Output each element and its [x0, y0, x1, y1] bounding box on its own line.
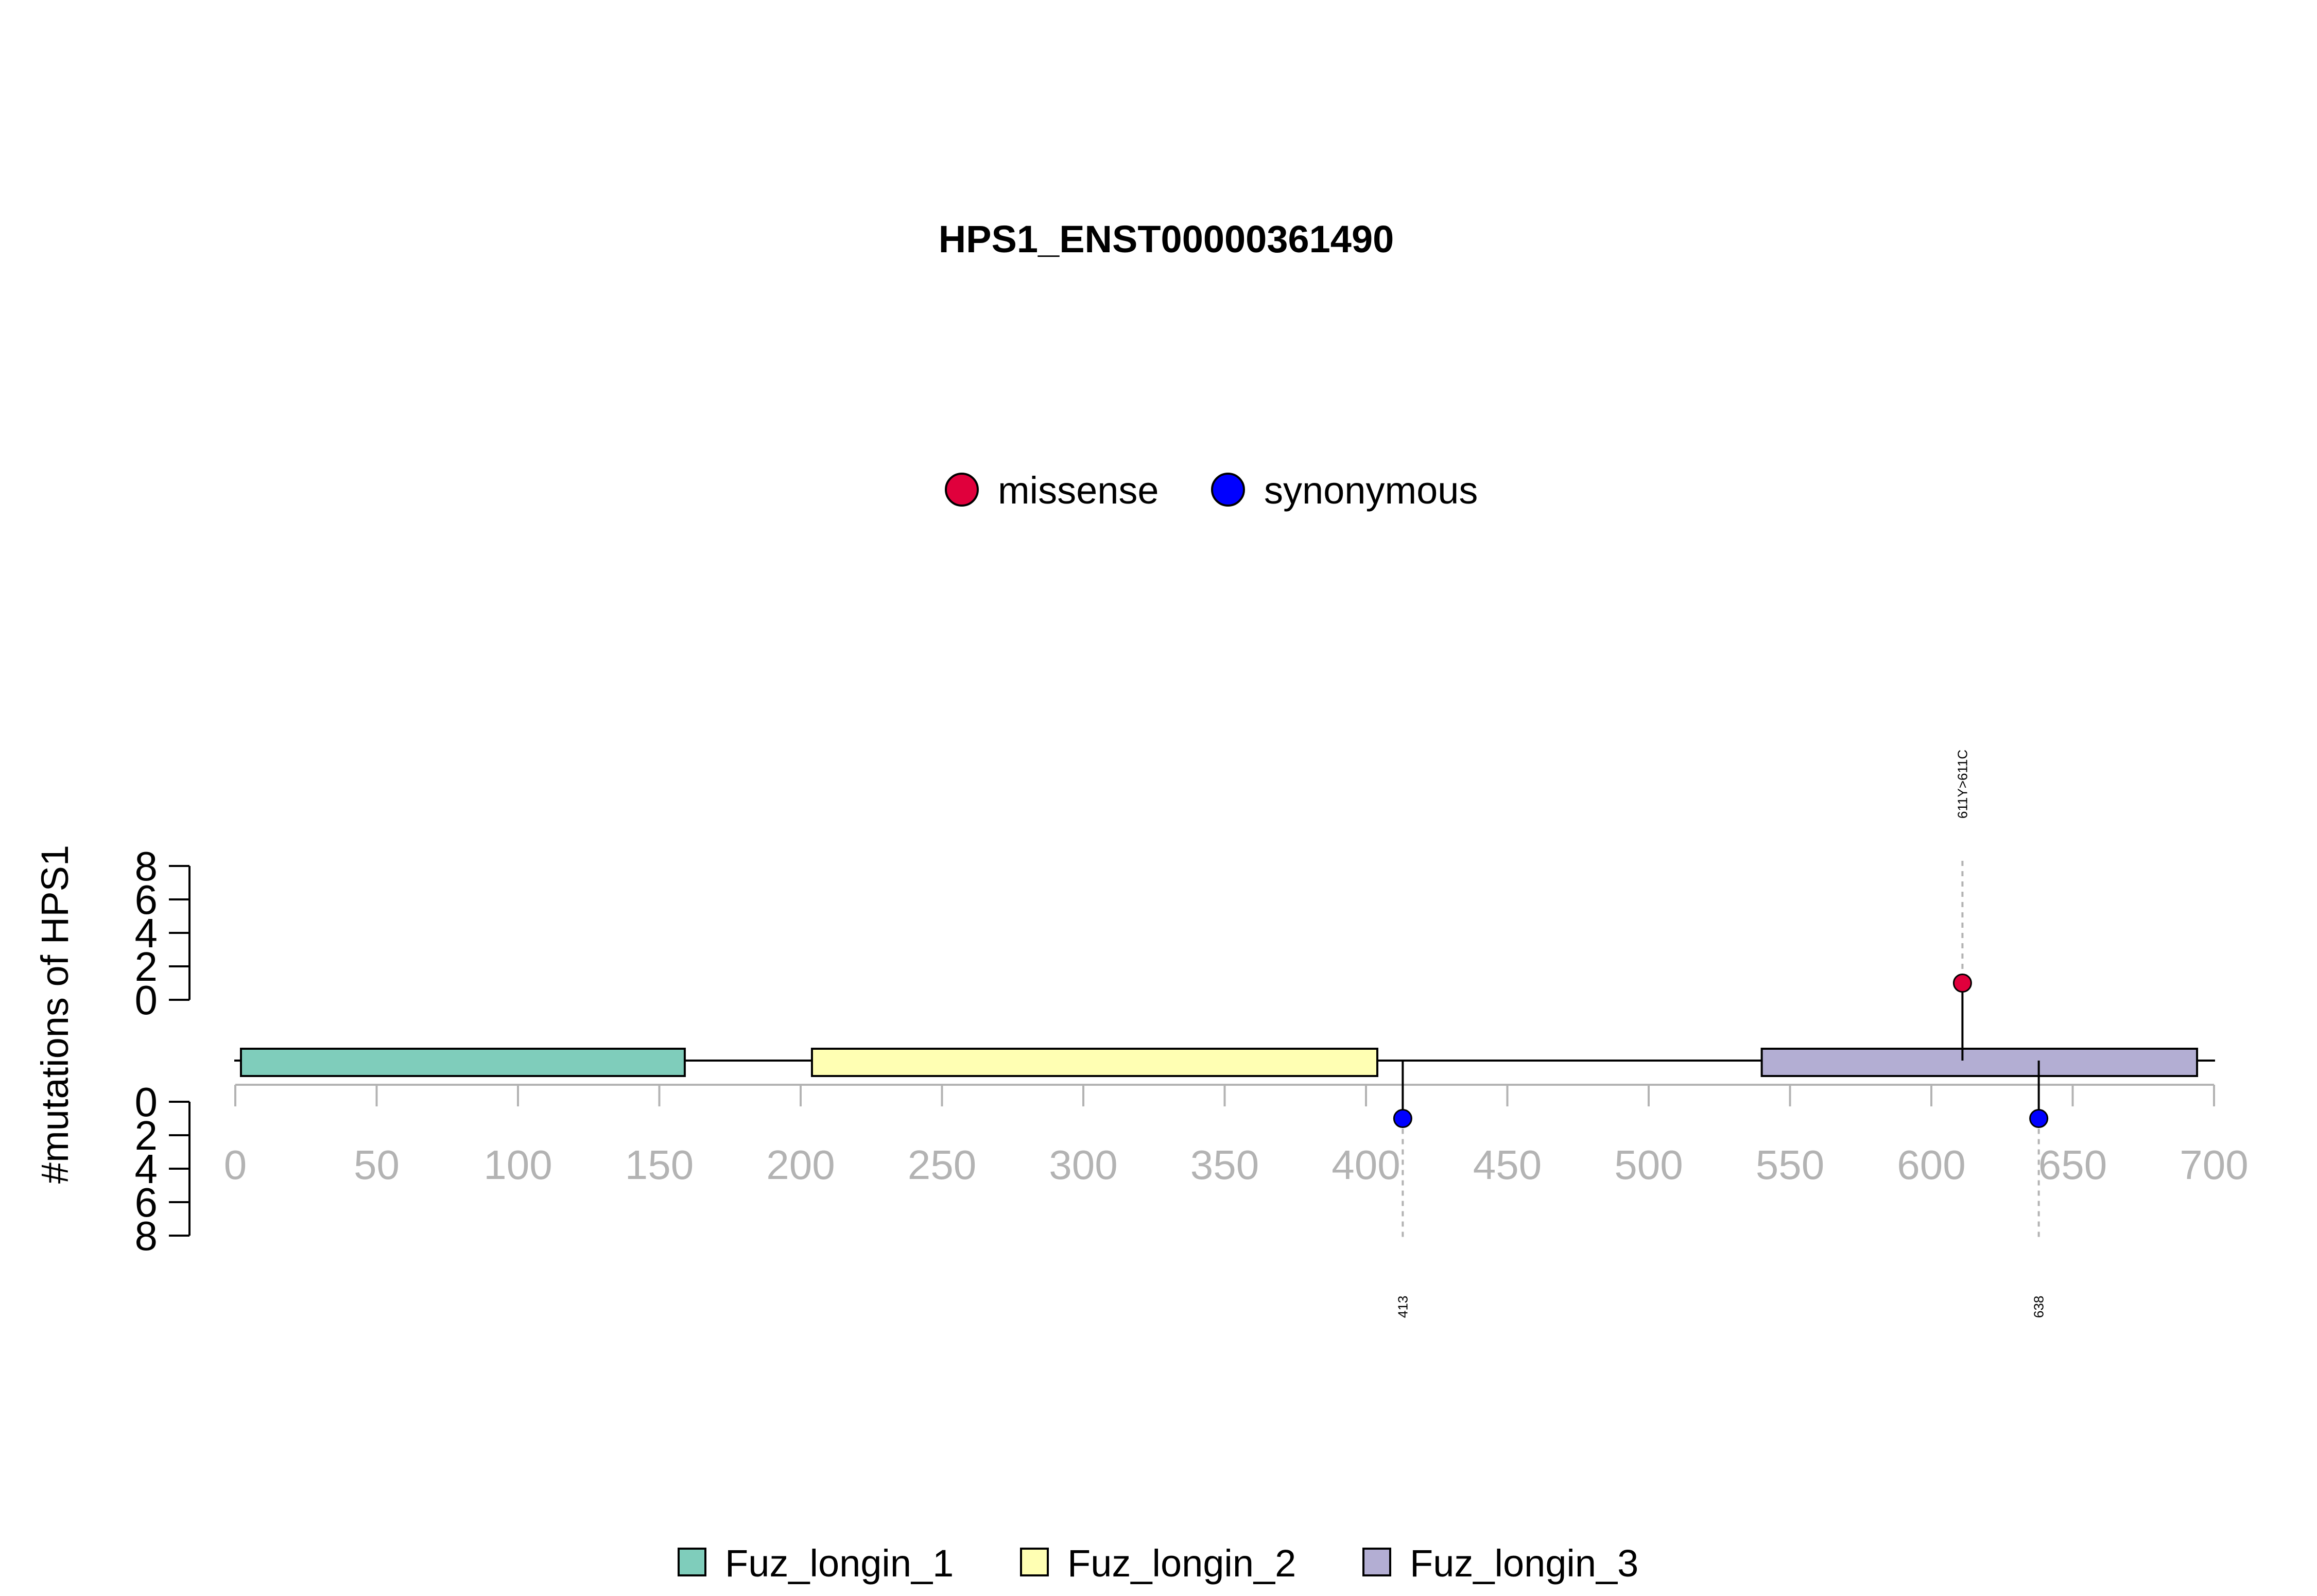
- legend-missense-marker: [945, 473, 979, 507]
- legend-domain-3-swatch: [1362, 1548, 1391, 1576]
- legend-domain-1-swatch: [678, 1548, 706, 1576]
- x-tick-label: 200: [766, 1142, 835, 1188]
- x-tick-label: 600: [1897, 1142, 1965, 1188]
- mutation-point: [1952, 974, 1972, 993]
- upper-y-tick-label: 2: [135, 944, 158, 990]
- chart-title: HPS1_ENST00000361490: [939, 218, 1394, 261]
- x-axis: 0 50 100 150 200 250 300 350 400 450 500 550 600 650 7…: [224, 1084, 2249, 1188]
- lower-y-tick-label: 6: [135, 1179, 158, 1225]
- upper-y-tick-label: 4: [135, 910, 158, 956]
- legend-synonymous-label: synonymous: [1264, 469, 1478, 512]
- mutation-label: 611Y>611C: [1955, 750, 1970, 819]
- x-tick-label: 100: [483, 1142, 552, 1188]
- legend-synonymous-marker: [1211, 473, 1245, 507]
- upper-y-tick-label: 0: [135, 977, 158, 1023]
- x-tick-label: 150: [625, 1142, 694, 1188]
- mutation-point: [1393, 1109, 1412, 1128]
- legend-domain-1-label: Fuz_longin_1: [725, 1542, 954, 1585]
- mutation-label: 413: [1395, 1296, 1410, 1318]
- mutation-point: [2029, 1109, 2049, 1128]
- lower-y-tick-label: 4: [135, 1146, 158, 1192]
- upper-y-tick-label: 8: [135, 843, 158, 889]
- legend-missense-label: missense: [998, 469, 1159, 512]
- legend-domain-2-label: Fuz_longin_2: [1067, 1542, 1296, 1585]
- lower-y-tick-label: 0: [135, 1079, 158, 1125]
- mutation-legend: missense synonymous: [945, 469, 1478, 512]
- x-tick-label: 350: [1190, 1142, 1259, 1188]
- x-tick-label: 500: [1614, 1142, 1683, 1188]
- domain-3: [1760, 1048, 2199, 1077]
- x-tick-label: 650: [2038, 1142, 2107, 1188]
- lower-y-tick-label: 8: [135, 1213, 158, 1259]
- x-tick-label: 300: [1049, 1142, 1117, 1188]
- domain-layer: [239, 1048, 2199, 1077]
- x-tick-label: 50: [354, 1142, 400, 1188]
- x-tick-label: 400: [1332, 1142, 1400, 1188]
- mutation-layer: 611Y>611C 413 638: [1393, 750, 2049, 1318]
- domain-legend: Fuz_longin_1 Fuz_longin_2 Fuz_longin_3: [678, 1542, 1638, 1585]
- upper-y-tick-label: 6: [135, 877, 158, 923]
- y-axis-label: #mutations of HPS1: [33, 845, 76, 1184]
- lower-y-tick-label: 2: [135, 1113, 158, 1158]
- x-tick-label: 700: [2180, 1142, 2248, 1188]
- legend-domain-3-label: Fuz_longin_3: [1410, 1542, 1638, 1585]
- domain-2: [810, 1048, 1378, 1077]
- x-tick-label: 0: [224, 1142, 247, 1188]
- legend-domain-2-swatch: [1020, 1548, 1049, 1576]
- x-tick-label: 450: [1473, 1142, 1542, 1188]
- mutation-label: 638: [2031, 1296, 2047, 1318]
- domain-1: [239, 1048, 686, 1077]
- x-tick-label: 550: [1756, 1142, 1824, 1188]
- x-tick-label: 250: [908, 1142, 976, 1188]
